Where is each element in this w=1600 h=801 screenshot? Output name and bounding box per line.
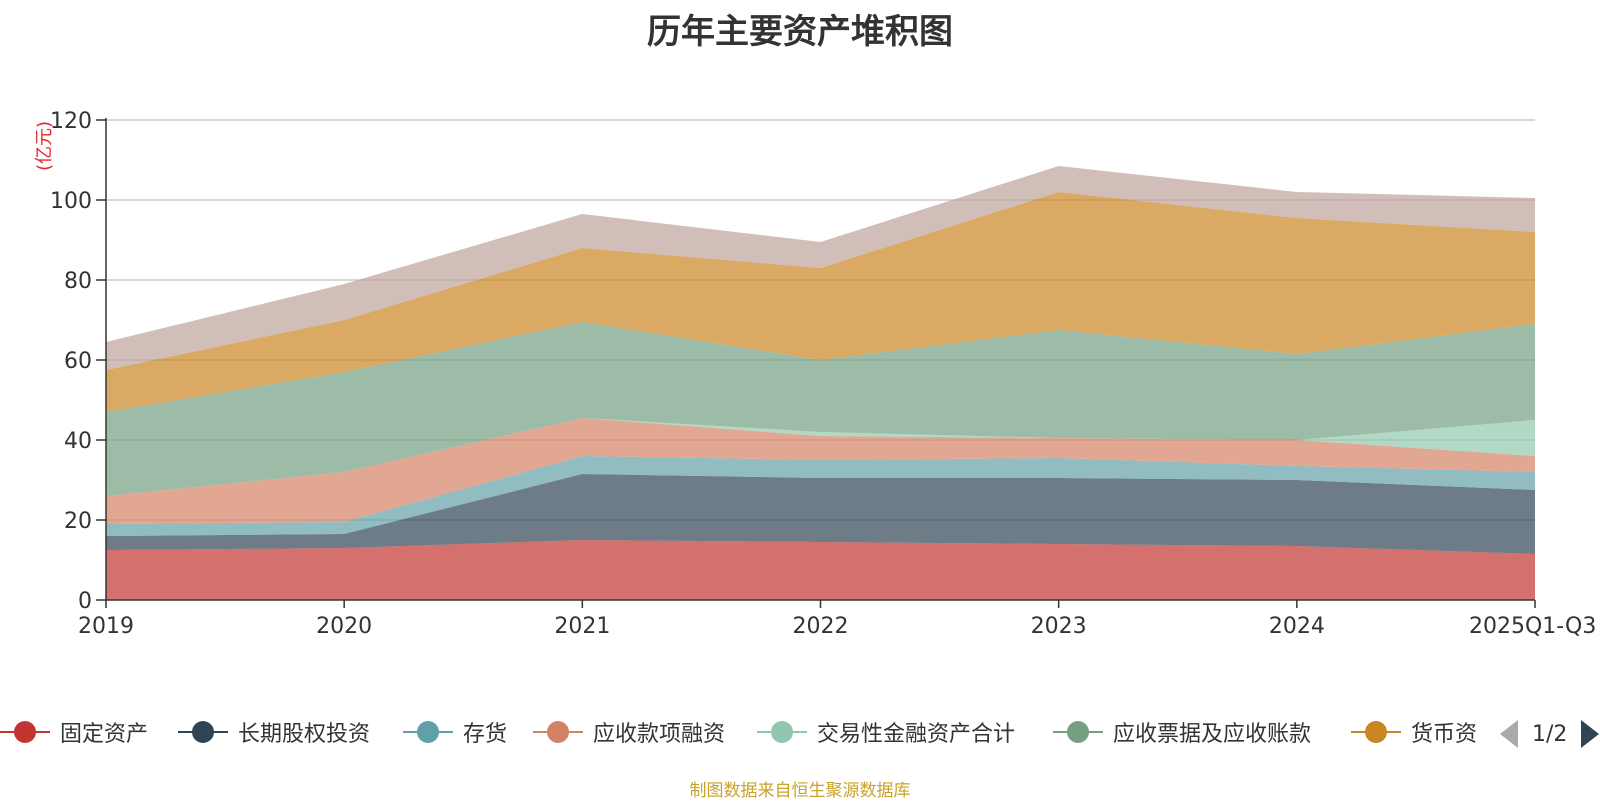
legend-marker-icon [0,717,50,747]
legend-label: 应收款项融资 [593,722,726,747]
legend-item-2[interactable]: 存货 [403,712,507,752]
legend-marker-icon [757,717,807,747]
area-series-0 [106,540,1535,600]
y-tick-label: 100 [50,189,92,214]
area-series-4 [106,418,1535,496]
y-tick-label: 40 [64,429,92,454]
legend-label: 货币资 [1411,722,1478,747]
legend-label: 交易性金融资产合计 [817,722,1016,747]
legend-marker-icon [403,717,453,747]
x-tick-label: 2023 [1031,614,1087,639]
legend-label: 存货 [463,722,508,747]
x-tick-label: 2019 [78,614,134,639]
legend-item-3[interactable]: 应收款项融资 [533,712,725,752]
area-series-7 [106,166,1535,370]
y-axis-unit-label: (亿元) [34,121,55,171]
area-series-1 [106,474,1535,554]
pager-text: 1/2 [1532,721,1568,747]
legend-item-6[interactable]: 货币资 [1351,712,1477,752]
y-tick-label: 60 [64,349,92,374]
pager-next-icon[interactable] [1581,720,1600,748]
x-tick-label: 2020 [316,614,372,639]
legend-pager: 1/2 [1500,714,1600,754]
y-tick-label: 0 [78,589,92,614]
area-series-5 [106,322,1535,496]
chart-title: 历年主要资产堆积图 [647,12,953,52]
y-tick-label: 80 [64,269,92,294]
legend-item-0[interactable]: 固定资产 [0,712,148,752]
legend-label: 长期股权投资 [238,722,371,747]
legend-item-1[interactable]: 长期股权投资 [178,712,370,752]
legend-item-5[interactable]: 应收票据及应收账款 [1053,712,1311,752]
source-note: 制图数据来自恒生聚源数据库 [689,781,911,801]
pager-prev-icon[interactable] [1500,720,1518,748]
area-series-6 [106,192,1535,412]
y-tick-label: 120 [50,109,92,134]
legend-marker-icon [178,717,228,747]
area-layer [106,166,1535,600]
area-series-2 [106,456,1535,536]
legend-marker-icon [533,717,583,747]
legend-label: 应收票据及应收账款 [1113,722,1312,747]
x-tick-label: 2022 [793,614,849,639]
axis-layer: 0 20 40 60 80 100 120 2019 2020 2021 2022 2023 2024 2… [34,109,1596,639]
area-series-3 [106,418,1535,524]
x-tick-label: 2021 [554,614,610,639]
legend-marker-icon [1351,717,1401,747]
legend-item-4[interactable]: 交易性金融资产合计 [757,712,1015,752]
stacked-area-chart: 0 20 40 60 80 100 120 2019 2020 2021 2022 2023 2024 2… [34,109,1596,639]
legend-label: 固定资产 [60,722,149,747]
legend-marker-icon [1053,717,1103,747]
y-tick-label: 20 [64,509,92,534]
x-tick-label: 2025Q1-Q3 [1469,614,1596,639]
legend: 固定资产 长期股权投资 存货 应收款项融资 交易性金融资产合计 应收票据及应收账款 货币资 [0,712,1600,752]
x-tick-label: 2024 [1269,614,1325,639]
